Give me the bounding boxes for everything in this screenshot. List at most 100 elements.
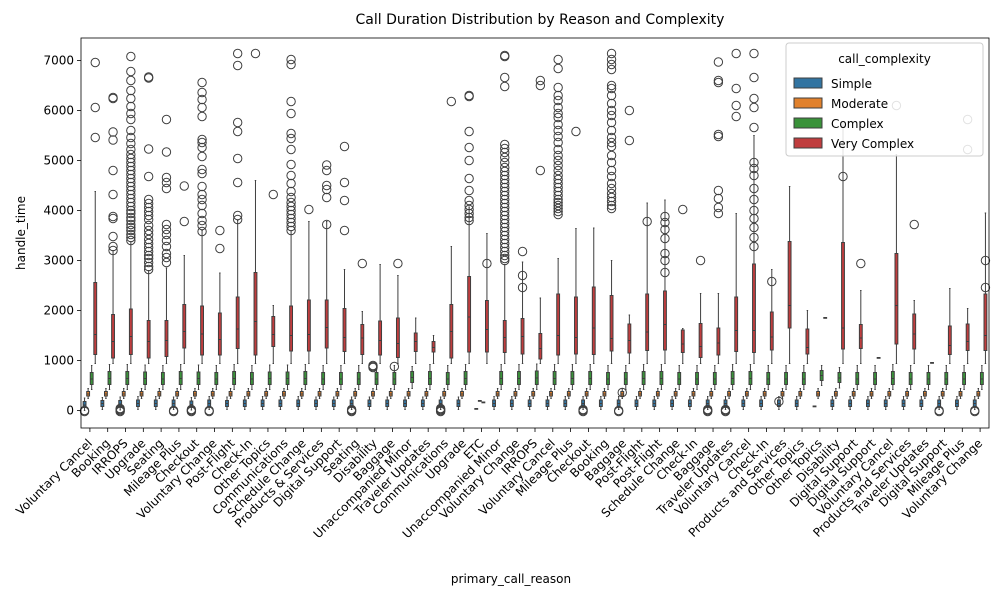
outlier-point: [517, 246, 528, 257]
outlier-point: [606, 80, 617, 91]
outlier-point: [642, 216, 652, 227]
outlier-point: [108, 127, 118, 137]
outlier-point: [535, 75, 546, 86]
outlier-point: [321, 184, 332, 195]
outlier-point: [232, 214, 243, 225]
outlier-point: [713, 208, 724, 219]
box: [965, 323, 970, 351]
outlier-point: [321, 219, 332, 230]
outlier-point: [749, 205, 759, 216]
outlier-point: [553, 203, 563, 214]
outlier-point: [321, 165, 332, 176]
outlier-point: [126, 222, 136, 233]
outlier-point: [90, 102, 100, 113]
outlier-point: [161, 147, 172, 157]
outlier-point: [606, 150, 617, 161]
outlier-point: [143, 220, 154, 231]
outlier-point: [464, 215, 474, 226]
outlier-point: [204, 405, 214, 416]
outlier-point: [553, 63, 563, 74]
outlier-point: [553, 174, 563, 185]
outlier-point: [286, 178, 296, 189]
outlier-point: [553, 137, 563, 148]
box: [324, 299, 329, 349]
outlier-point: [553, 125, 563, 136]
outlier-point: [197, 226, 207, 237]
legend-swatch: [793, 77, 823, 89]
outlier-point: [606, 157, 617, 168]
box: [787, 241, 792, 329]
box: [111, 314, 115, 359]
outlier-point: [517, 282, 528, 293]
outlier-point: [197, 94, 207, 105]
outlier-point: [232, 60, 243, 71]
y-tick-label: 2000: [43, 304, 74, 318]
outlier-point: [232, 48, 243, 59]
outlier-point: [126, 138, 136, 149]
legend-entry-label: Complex: [831, 117, 884, 131]
x-axis-title: primary_call_reason: [451, 572, 571, 586]
box: [128, 308, 133, 355]
outlier-point: [767, 276, 777, 287]
outlier-point: [286, 133, 296, 144]
outlier-point: [774, 396, 784, 407]
outlier-point: [108, 189, 118, 200]
outlier-point: [606, 48, 617, 59]
outlier-point: [108, 213, 118, 224]
outlier-point: [197, 200, 207, 211]
outlier-point: [389, 361, 400, 372]
box: [538, 333, 543, 360]
box: [698, 323, 703, 358]
outlier-point: [702, 404, 713, 415]
outlier-point: [161, 224, 172, 235]
box: [983, 293, 988, 351]
outlier-point: [500, 162, 510, 173]
y-axis: 0 1000 2000 3000 4000 5000 6000 7000: [43, 54, 81, 418]
y-tick-label: 6000: [43, 104, 74, 118]
outlier-point: [286, 186, 296, 197]
outlier-point: [126, 132, 136, 143]
outlier-point: [553, 209, 563, 220]
outlier-point: [713, 129, 724, 140]
outlier-point: [161, 241, 172, 252]
outlier-point: [713, 202, 724, 213]
outlier-point: [500, 50, 510, 61]
outlier-point: [90, 57, 100, 68]
outlier-point: [606, 203, 617, 214]
outlier-point: [553, 165, 563, 176]
box: [912, 313, 917, 350]
outlier-point: [161, 229, 172, 240]
outlier-point: [749, 72, 759, 83]
y-tick-label: 0: [66, 404, 74, 418]
outlier-point: [553, 90, 563, 101]
outlier-point: [90, 132, 100, 143]
outlier-point: [126, 232, 136, 243]
outlier-point: [553, 197, 563, 208]
box: [716, 327, 721, 356]
outlier-point: [126, 212, 136, 223]
outlier-point: [197, 194, 207, 205]
outlier-point: [660, 217, 670, 228]
outlier-point: [179, 216, 189, 227]
outlier-point: [606, 90, 617, 101]
outlier-point: [232, 117, 243, 128]
outlier-point: [553, 206, 563, 217]
outlier-point: [678, 204, 688, 215]
box: [574, 296, 578, 355]
outlier-point: [126, 149, 136, 160]
outlier-point: [464, 126, 474, 137]
y-tick-label: 4000: [43, 204, 74, 218]
outlier-point: [108, 241, 118, 252]
box: [680, 329, 685, 353]
x-axis: Voluntary CancelBookingIRROPSUpgradeSeat…: [13, 428, 985, 541]
outlier-point: [232, 177, 243, 188]
box: [360, 324, 365, 355]
box: [841, 242, 845, 350]
outlier-point: [126, 215, 136, 226]
outlier-point: [500, 143, 510, 154]
box: [752, 263, 756, 353]
outlier-point: [126, 93, 136, 104]
outlier-point: [606, 188, 617, 199]
outlier-point: [606, 178, 617, 189]
outlier-point: [232, 210, 243, 221]
